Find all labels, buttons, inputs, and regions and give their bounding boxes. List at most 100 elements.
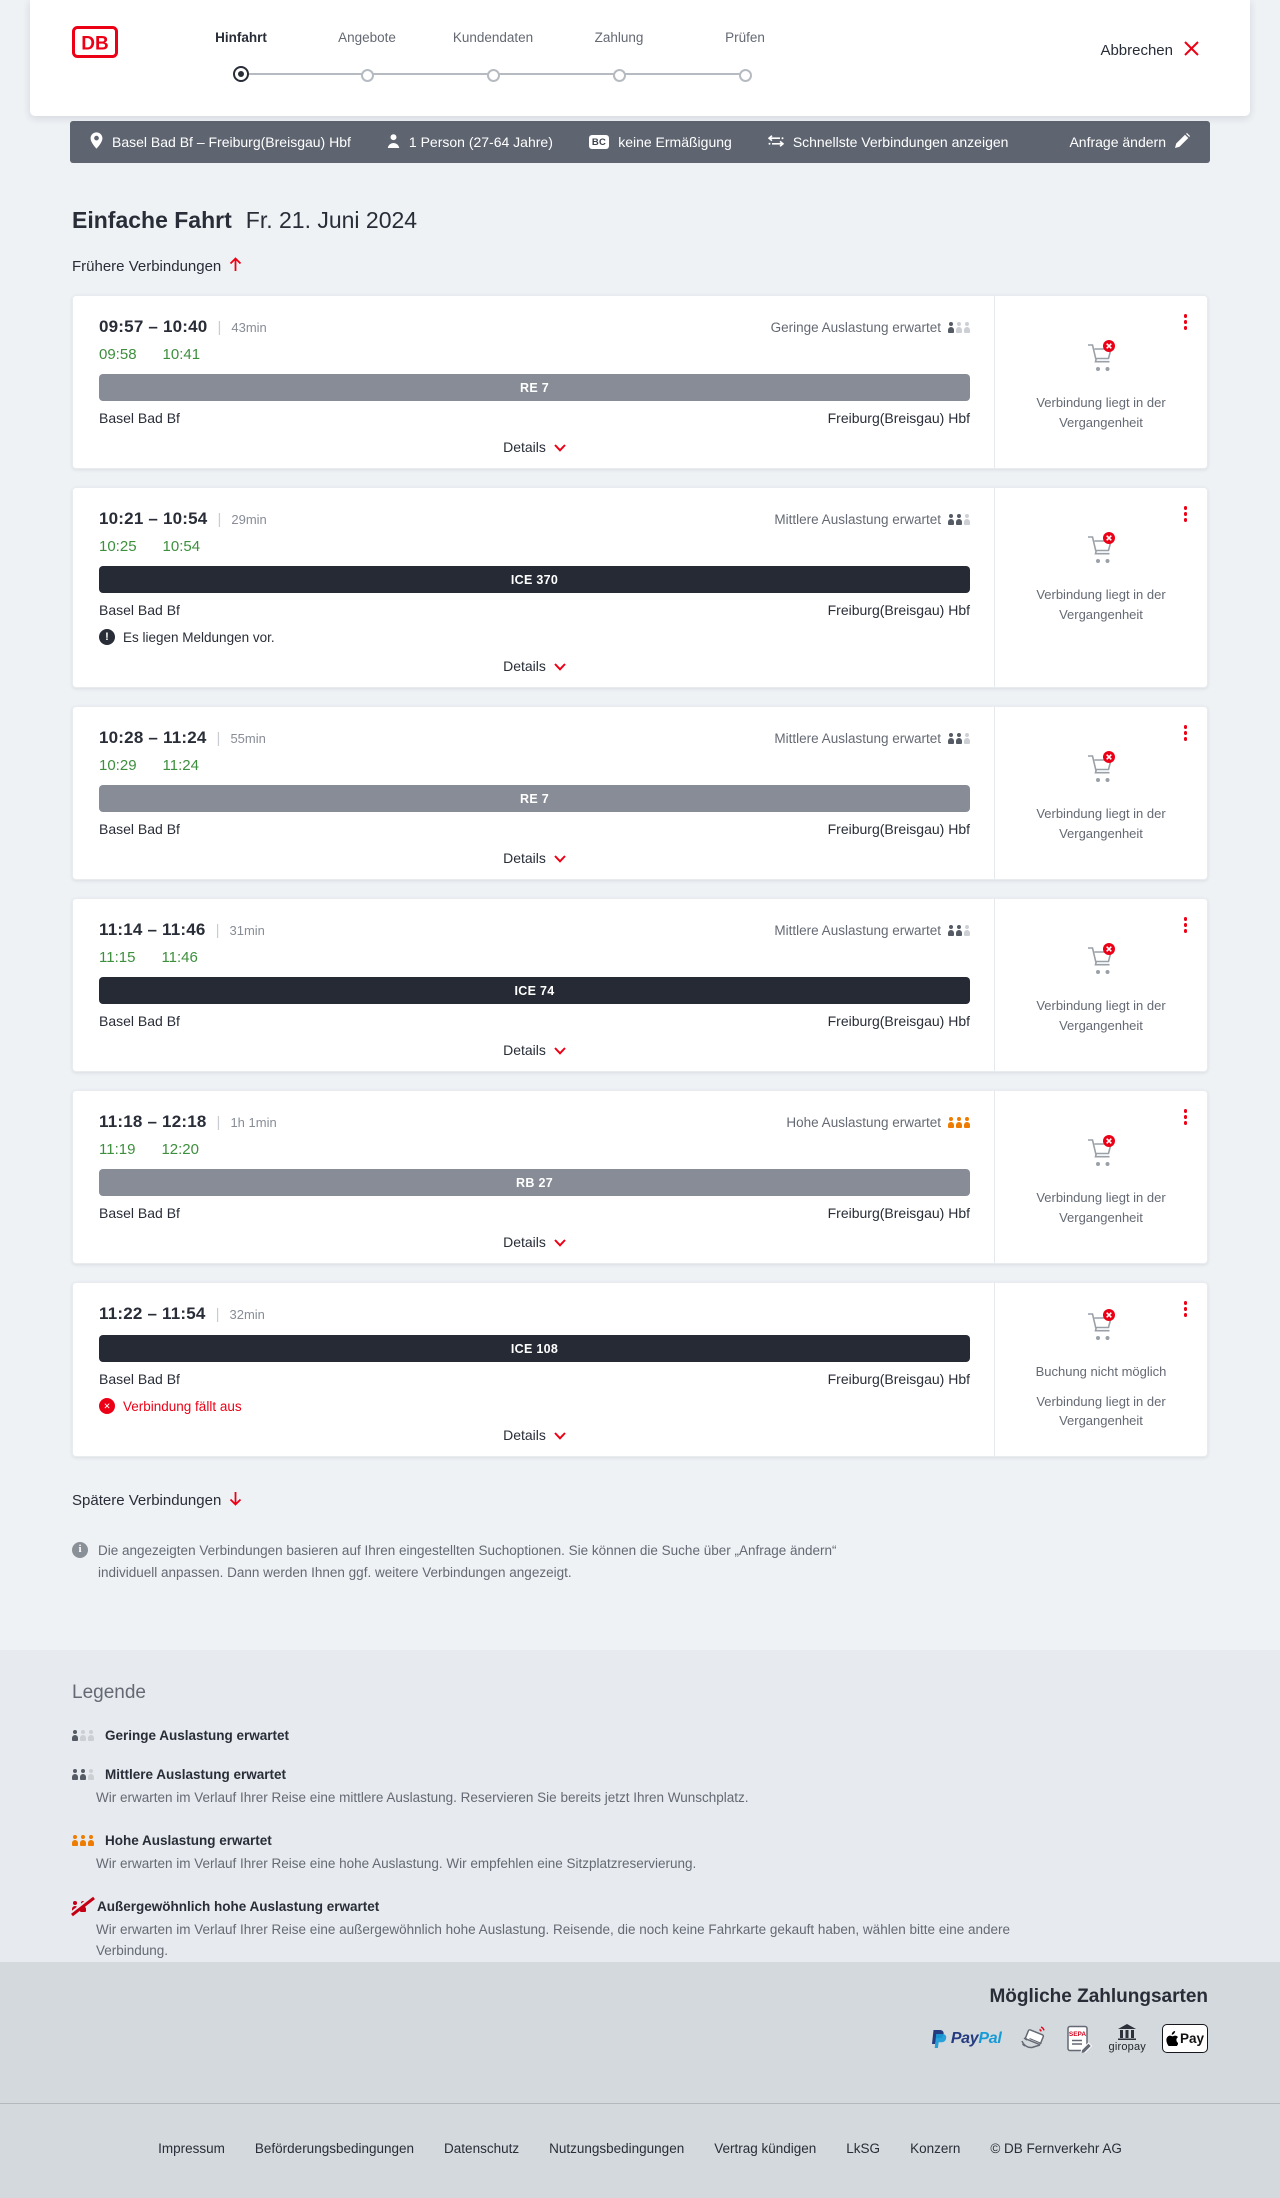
- occupancy-medium-icon: [72, 1769, 94, 1781]
- more-menu-icon[interactable]: [1182, 1107, 1190, 1127]
- divider: |: [216, 1113, 221, 1131]
- copyright: © DB Fernverkehr AG: [990, 2140, 1122, 2156]
- destination-station: Freiburg(Breisgau) Hbf: [827, 602, 970, 618]
- legend-item-medium: Mittlere Auslastung erwartet: [72, 1767, 1208, 1782]
- footer-link-vertrag-kuendigen[interactable]: Vertrag kündigen: [714, 2140, 817, 2156]
- past-connection-note: Verbindung liegt in der Vergangenheit: [1036, 998, 1166, 1033]
- connection-times: 11:22 – 11:54: [99, 1304, 206, 1323]
- origin-station: Basel Bad Bf: [99, 1013, 180, 1029]
- stations-row: Basel Bad Bf Freiburg(Breisgau) Hbf: [99, 410, 970, 426]
- occupancy-indicator: Hohe Auslastung erwartet: [786, 1115, 970, 1130]
- step-circle-active[interactable]: [233, 66, 249, 82]
- step-circle[interactable]: [486, 69, 500, 82]
- destination-station: Freiburg(Breisgau) Hbf: [827, 821, 970, 837]
- legend-description: Wir erwarten im Verlauf Ihrer Reise eine…: [96, 1790, 749, 1806]
- divider: |: [215, 1305, 220, 1323]
- step-circle[interactable]: [738, 69, 752, 82]
- more-menu-icon[interactable]: [1182, 312, 1190, 332]
- details-button[interactable]: Details: [99, 658, 970, 674]
- origin-station: Basel Bad Bf: [99, 602, 180, 618]
- footer: Impressum Beförderungsbedingungen Datens…: [0, 2102, 1280, 2198]
- search-summary-bar: Basel Bad Bf – Freiburg(Breisgau) Hbf 1 …: [70, 121, 1210, 163]
- realtime-times: 11:15 11:46: [99, 949, 198, 966]
- cancel-button[interactable]: Abbrechen: [1100, 40, 1200, 61]
- step-circle[interactable]: [612, 69, 626, 82]
- legend-description: Wir erwarten im Verlauf Ihrer Reise eine…: [96, 1856, 697, 1872]
- step-zahlung[interactable]: Zahlung: [556, 30, 682, 82]
- past-connection-note: Verbindung liegt in der Vergangenheit: [1036, 806, 1166, 841]
- more-menu-icon[interactable]: [1182, 915, 1190, 935]
- cart-unavailable-icon: [1084, 941, 1118, 983]
- footer-link-datenschutz[interactable]: Datenschutz: [444, 2140, 520, 2156]
- step-angebote[interactable]: Angebote: [304, 30, 430, 82]
- footer-link-lksg[interactable]: LkSG: [846, 2140, 881, 2156]
- occupancy-medium-icon: [948, 732, 970, 744]
- more-menu-icon[interactable]: [1182, 504, 1190, 524]
- later-connections-link[interactable]: Spätere Verbindungen: [72, 1491, 242, 1510]
- connection-times: 11:18 – 12:18: [99, 1112, 207, 1131]
- connection-card: 11:14 – 11:46 | 31min Mittlere Auslastun…: [72, 898, 1208, 1072]
- details-button[interactable]: Details: [99, 850, 970, 866]
- occupancy-extreme-icon: [72, 1901, 86, 1913]
- realtime-times: 10:29 11:24: [99, 757, 199, 774]
- connection-message: ! Es liegen Meldungen vor.: [99, 629, 970, 645]
- step-pruefen[interactable]: Prüfen: [682, 30, 808, 82]
- footer-links: Impressum Beförderungsbedingungen Datens…: [0, 2104, 1280, 2156]
- swap-arrows-icon: [767, 134, 785, 150]
- occupancy-indicator: Mittlere Auslastung erwartet: [774, 512, 970, 527]
- destination-station: Freiburg(Breisgau) Hbf: [827, 1371, 970, 1387]
- more-menu-icon[interactable]: [1182, 1299, 1190, 1319]
- footer-link-befoerderungsbedingungen[interactable]: Beförderungsbedingungen: [254, 2140, 415, 2156]
- occupancy-medium-icon: [948, 924, 970, 936]
- cart-unavailable-icon: [1084, 1133, 1118, 1175]
- giropay-icon: giropay: [1109, 2024, 1146, 2053]
- footer-link-konzern[interactable]: Konzern: [910, 2140, 961, 2156]
- details-button[interactable]: Details: [99, 1427, 970, 1443]
- page-title-row: Einfache Fahrt Fr. 21. Juni 2024: [72, 207, 1208, 234]
- occupancy-medium-icon: [948, 513, 970, 525]
- step-kundendaten[interactable]: Kundendaten: [430, 30, 556, 82]
- past-connection-note: Verbindung liegt in der Vergangenheit: [1036, 587, 1166, 622]
- details-button[interactable]: Details: [99, 439, 970, 455]
- connection-card: 10:21 – 10:54 | 29min Mittlere Auslastun…: [72, 487, 1208, 688]
- destination-station: Freiburg(Breisgau) Hbf: [827, 1205, 970, 1221]
- connection-card: 09:57 – 10:40 | 43min Geringe Auslastung…: [72, 295, 1208, 469]
- stations-row: Basel Bad Bf Freiburg(Breisgau) Hbf: [99, 1013, 970, 1029]
- occupancy-indicator: Mittlere Auslastung erwartet: [774, 923, 970, 938]
- connection-times: 11:14 – 11:46: [99, 920, 206, 939]
- close-icon: [1183, 40, 1200, 61]
- occupancy-high-icon: [948, 1116, 970, 1128]
- origin-station: Basel Bad Bf: [99, 1371, 180, 1387]
- chevron-down-icon: [554, 1042, 566, 1058]
- step-circle[interactable]: [360, 69, 374, 82]
- footer-link-nutzungsbedingungen[interactable]: Nutzungsbedingungen: [549, 2140, 685, 2156]
- step-hinfahrt[interactable]: Hinfahrt: [178, 30, 304, 82]
- credit-card-icon: [1018, 2024, 1050, 2054]
- booking-unavailable-note: Buchung nicht möglich: [1035, 1364, 1167, 1379]
- connection-card: 10:28 – 11:24 | 55min Mittlere Auslastun…: [72, 706, 1208, 880]
- edit-request-button[interactable]: Anfrage ändern: [1069, 133, 1190, 151]
- payment-methods: PayPal SEPA: [72, 2024, 1208, 2054]
- stations-row: Basel Bad Bf Freiburg(Breisgau) Hbf: [99, 1371, 970, 1387]
- arrow-down-icon: [229, 1491, 242, 1510]
- footer-link-impressum[interactable]: Impressum: [158, 2140, 225, 2156]
- earlier-connections-link[interactable]: Frühere Verbindungen: [72, 257, 242, 276]
- details-button[interactable]: Details: [99, 1234, 970, 1250]
- cart-unavailable-icon: [1084, 1307, 1118, 1349]
- travel-date: Fr. 21. Juni 2024: [245, 207, 418, 233]
- chevron-down-icon: [554, 850, 566, 866]
- duration: 31min: [229, 922, 265, 938]
- payment-section: Mögliche Zahlungsarten PayPal: [0, 1961, 1280, 2103]
- cart-unavailable-icon: [1084, 338, 1118, 380]
- details-button[interactable]: Details: [99, 1042, 970, 1058]
- cancellation-message: ✕ Verbindung fällt aus: [99, 1398, 970, 1414]
- divider: |: [215, 921, 220, 939]
- occupancy-indicator: Mittlere Auslastung erwartet: [774, 731, 970, 746]
- paypal-icon: PayPal: [930, 2029, 1002, 2049]
- more-menu-icon[interactable]: [1182, 723, 1190, 743]
- error-icon: ✕: [99, 1398, 115, 1414]
- connection-list: 09:57 – 10:40 | 43min Geringe Auslastung…: [72, 295, 1208, 1457]
- occupancy-high-icon: [72, 1835, 94, 1847]
- chevron-down-icon: [554, 1427, 566, 1443]
- past-connection-note: Verbindung liegt in der Vergangenheit: [1036, 1393, 1166, 1429]
